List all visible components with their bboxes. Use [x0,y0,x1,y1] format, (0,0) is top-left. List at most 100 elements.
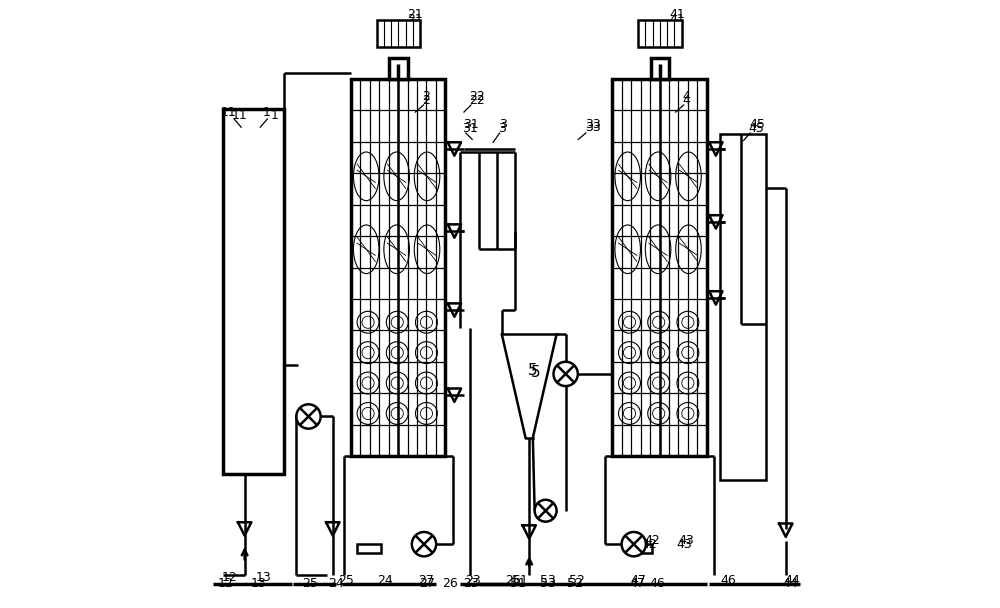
Text: 1: 1 [270,109,278,122]
Circle shape [648,372,670,394]
Circle shape [619,342,640,364]
Circle shape [357,402,379,424]
Text: 4: 4 [682,94,690,107]
Text: 33: 33 [585,121,601,134]
Circle shape [619,311,640,333]
Circle shape [535,500,557,522]
Text: 44: 44 [782,577,798,590]
Text: 47: 47 [631,574,647,587]
Circle shape [623,407,636,420]
Circle shape [391,407,403,420]
Text: 33: 33 [585,118,601,131]
Text: 31: 31 [464,118,479,131]
Text: 51: 51 [510,577,526,590]
Bar [651,58,669,79]
Text: 26: 26 [442,577,458,590]
Circle shape [619,372,640,394]
Text: 43: 43 [678,534,694,547]
Text: 27: 27 [419,577,435,590]
Circle shape [420,316,433,328]
Bar [351,79,445,456]
Text: 21: 21 [408,13,423,26]
Circle shape [677,402,699,424]
Circle shape [420,407,433,420]
Circle shape [648,342,670,364]
Bar [223,109,284,474]
Bar [357,544,381,553]
Circle shape [391,377,403,389]
Text: 11: 11 [231,109,247,122]
Circle shape [682,316,694,328]
Text: 44: 44 [785,574,800,587]
Circle shape [677,372,699,394]
Circle shape [391,316,403,328]
Circle shape [386,342,408,364]
Circle shape [415,402,437,424]
Text: 12: 12 [218,577,234,590]
Text: 53: 53 [540,574,555,587]
Circle shape [412,532,436,556]
Circle shape [362,407,374,420]
Circle shape [391,347,403,359]
Text: 42: 42 [644,534,660,547]
Text: 4: 4 [682,91,690,103]
Bar [628,544,652,553]
Text: 5: 5 [528,364,538,378]
Bar [389,58,408,79]
Text: 3: 3 [498,122,506,136]
Circle shape [682,347,694,359]
Circle shape [653,377,665,389]
Circle shape [677,311,699,333]
Text: 52: 52 [569,574,585,587]
Text: 46: 46 [720,574,736,587]
Text: 43: 43 [676,537,692,551]
Circle shape [623,347,636,359]
Text: 53: 53 [540,577,555,590]
Text: 26: 26 [505,574,521,587]
Circle shape [653,407,665,420]
Circle shape [554,362,578,386]
Circle shape [623,377,636,389]
Circle shape [682,377,694,389]
Circle shape [357,311,379,333]
Text: 25: 25 [302,577,318,590]
Circle shape [386,402,408,424]
Bar [612,79,707,456]
Circle shape [386,311,408,333]
Text: 42: 42 [642,537,657,551]
Circle shape [415,311,437,333]
Circle shape [653,316,665,328]
Text: 41: 41 [669,13,685,26]
Text: 2: 2 [422,91,430,103]
Text: 45: 45 [749,118,765,131]
Text: 22: 22 [470,94,485,107]
Bar [377,20,420,47]
Circle shape [296,404,321,429]
Circle shape [420,347,433,359]
Text: 12: 12 [222,571,238,584]
Text: 3: 3 [499,118,507,131]
Circle shape [619,402,640,424]
Text: 22: 22 [470,91,485,103]
Text: 24: 24 [377,574,393,587]
Text: 1: 1 [263,106,271,119]
Text: 24: 24 [329,577,344,590]
Circle shape [415,372,437,394]
Text: 23: 23 [465,574,481,587]
Bar [638,20,682,47]
Text: 52: 52 [567,577,583,590]
Text: 45: 45 [748,122,764,136]
Text: 23: 23 [464,577,479,590]
Text: 11: 11 [220,106,236,119]
Text: 5: 5 [530,365,540,380]
Circle shape [362,347,374,359]
Circle shape [362,316,374,328]
Text: 47: 47 [629,577,645,590]
Circle shape [386,372,408,394]
Circle shape [623,316,636,328]
Circle shape [362,377,374,389]
Circle shape [415,342,437,364]
Circle shape [420,377,433,389]
Circle shape [677,342,699,364]
Text: 2: 2 [422,94,430,107]
